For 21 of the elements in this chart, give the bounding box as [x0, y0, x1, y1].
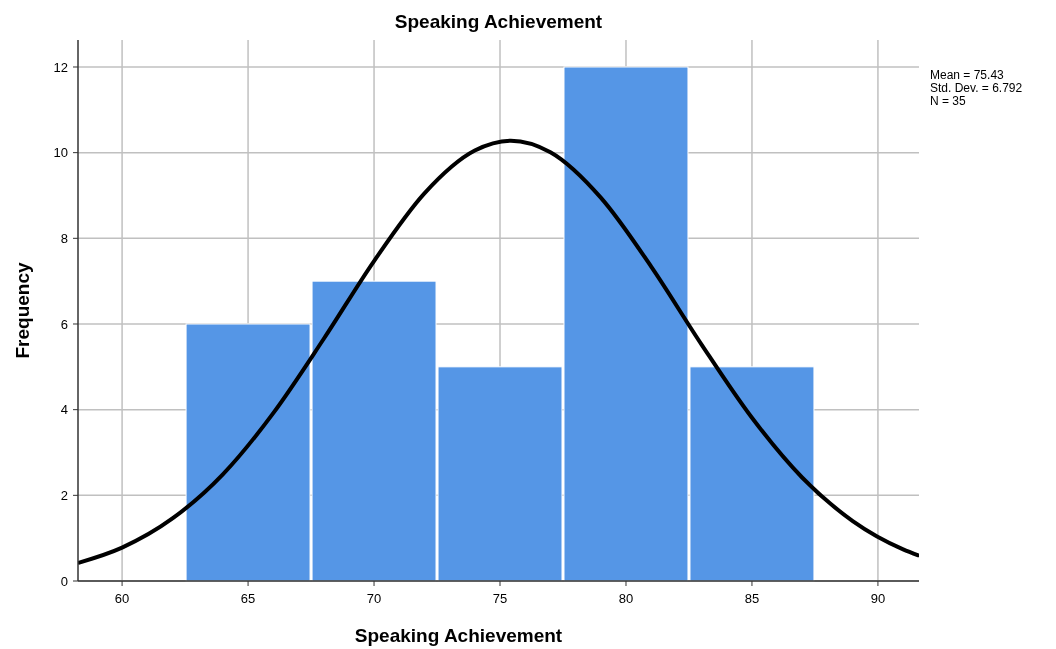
x-tick-label: 85	[744, 591, 760, 606]
y-tick-label: 10	[53, 145, 68, 161]
x-tick-label: 70	[366, 591, 382, 606]
y-axis-title: Frequency	[12, 262, 33, 359]
x-tick-label: 60	[114, 591, 130, 606]
y-tick-label: 12	[53, 59, 68, 75]
text: N = 35	[930, 94, 967, 108]
y-tick-label: 8	[60, 230, 68, 246]
x-tick-label: 90	[870, 591, 886, 606]
x-axis-title: Speaking Achievement	[354, 625, 563, 646]
line-series	[78, 138, 919, 565]
y-tick-label: 2	[60, 487, 68, 503]
chart-title: Speaking Achievement	[394, 11, 603, 32]
x-tick-label: 65	[240, 591, 256, 606]
x-tick-label: 75	[492, 591, 508, 606]
x-tick-label: 80	[618, 591, 634, 606]
text: Mean = 75.43	[930, 68, 1005, 82]
text: Std. Dev. = 6.792	[930, 81, 1023, 95]
y-tick-label: 6	[60, 316, 68, 332]
y-tick-label: 4	[60, 402, 68, 418]
y-tick-label: 0	[60, 573, 68, 589]
